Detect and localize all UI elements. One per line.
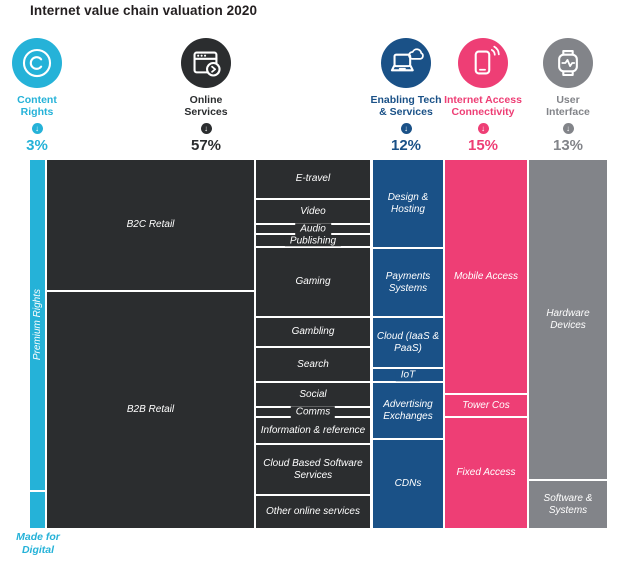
column-label: User Interface bbox=[546, 94, 590, 118]
segment-label: Cloud Based Software Services bbox=[263, 458, 363, 481]
header-internet-access: Internet Access Connectivity ↓ 15% bbox=[428, 38, 538, 154]
segment-tower-cos: Tower Cos bbox=[445, 395, 527, 416]
smartphone-icon bbox=[458, 38, 508, 88]
segment-social: Social bbox=[256, 383, 370, 406]
column-label-line1: Content bbox=[17, 94, 57, 106]
column-label-line1: User bbox=[556, 94, 580, 106]
segment-label: Premium Rights bbox=[31, 289, 43, 361]
header-content-rights: Content Rights ↓ 3% bbox=[0, 38, 92, 154]
column-label-line2: Connectivity bbox=[451, 106, 515, 118]
segment-label: Audio bbox=[295, 223, 331, 235]
down-arrow-icon: ↓ bbox=[200, 123, 212, 134]
segment-fixed-access: Fixed Access bbox=[445, 418, 527, 528]
segment-label: Cloud (IaaS & PaaS) bbox=[376, 331, 440, 354]
segment-label: IoT bbox=[395, 369, 421, 381]
segment-other-online-services: Other online services bbox=[256, 496, 370, 528]
segment-label: Hardware Devices bbox=[546, 308, 590, 331]
down-arrow-icon: ↓ bbox=[562, 123, 574, 134]
column-label: Internet Access Connectivity bbox=[444, 94, 522, 118]
segment-cloud-iaas-paas: Cloud (IaaS & PaaS) bbox=[373, 318, 443, 367]
segment-made-for-digital bbox=[30, 492, 45, 528]
segment-label: Video bbox=[300, 205, 326, 217]
smartwatch-icon bbox=[543, 38, 593, 88]
caption-line2: Digital bbox=[21, 543, 55, 556]
segment-audio: Audio bbox=[256, 223, 370, 235]
browser-icon bbox=[181, 38, 231, 88]
segment-publishing: Publishing bbox=[256, 234, 370, 247]
header-enabling-tech: Enabling Tech & Services ↓ 12% bbox=[351, 38, 461, 154]
segment-label: Mobile Access bbox=[453, 270, 519, 282]
segment-video: Video bbox=[256, 200, 370, 223]
segment-hardware-devices: Hardware Devices bbox=[529, 160, 607, 479]
segment-software-systems: Software & Systems bbox=[529, 481, 607, 528]
segment-comms: Comms bbox=[256, 406, 370, 418]
column-label: Online Services bbox=[184, 94, 227, 118]
percent-value: 12% bbox=[390, 137, 422, 154]
segment-label: Advertising Exchanges bbox=[383, 399, 433, 422]
segment-label: Comms bbox=[290, 406, 336, 418]
header-user-interface: User Interface ↓ 13% bbox=[513, 38, 622, 154]
segment-label: Social bbox=[299, 388, 327, 400]
column-enabling-tech: Design & Hosting Payments Systems Cloud … bbox=[373, 160, 443, 528]
column-online-services-retail: B2C Retail B2B Retail bbox=[47, 160, 254, 528]
segment-information-reference: Information & reference bbox=[256, 418, 370, 443]
segment-cdns: CDNs bbox=[373, 440, 443, 528]
percent-value: 13% bbox=[552, 137, 584, 154]
column-user-interface: Hardware Devices Software & Systems bbox=[529, 160, 607, 528]
down-arrow-icon: ↓ bbox=[31, 123, 43, 134]
segment-cloud-based-software: Cloud Based Software Services bbox=[256, 445, 370, 494]
header-online-services: Online Services ↓ 57% bbox=[151, 38, 261, 154]
column-label-line2: Rights bbox=[20, 106, 54, 118]
laptop-cloud-icon bbox=[381, 38, 431, 88]
segment-e-travel: E-travel bbox=[256, 160, 370, 198]
segment-label: Tower Cos bbox=[462, 399, 510, 411]
segment-design-hosting: Design & Hosting bbox=[373, 160, 443, 247]
segment-label: B2C Retail bbox=[126, 219, 175, 231]
column-label-line2: Services bbox=[184, 106, 228, 118]
caption-line1: Made for bbox=[16, 531, 60, 543]
segment-label: CDNs bbox=[394, 478, 422, 490]
segment-label: Gaming bbox=[295, 276, 331, 288]
percent-value: 57% bbox=[190, 137, 222, 154]
segment-mobile-access: Mobile Access bbox=[445, 160, 527, 393]
column-label-line1: Online bbox=[189, 94, 223, 106]
segment-premium-rights: Premium Rights bbox=[30, 160, 45, 490]
segment-label: Information & reference bbox=[260, 424, 366, 436]
segment-label: Publishing bbox=[284, 234, 342, 247]
column-label-line1: Enabling Tech bbox=[370, 94, 442, 106]
down-arrow-icon: ↓ bbox=[400, 123, 412, 134]
column-content-rights: Premium Rights bbox=[30, 160, 45, 528]
segment-search: Search bbox=[256, 348, 370, 381]
percent-value: 15% bbox=[467, 137, 499, 154]
segment-label: Fixed Access bbox=[456, 467, 516, 479]
copyright-icon bbox=[12, 38, 62, 88]
column-label-line2: & Services bbox=[379, 106, 433, 118]
segment-label: Search bbox=[297, 358, 329, 370]
column-online-services-verticals: E-travel Video Audio Publishing Gaming G… bbox=[256, 160, 370, 528]
column-label-line2: Interface bbox=[546, 106, 590, 118]
segment-advertising-exchanges: Advertising Exchanges bbox=[373, 383, 443, 438]
segment-gambling: Gambling bbox=[256, 318, 370, 346]
segment-label: Software & Systems bbox=[543, 493, 593, 516]
segment-label: Other online services bbox=[266, 506, 360, 518]
segment-iot: IoT bbox=[373, 369, 443, 381]
segment-payments-systems: Payments Systems bbox=[373, 249, 443, 316]
segment-label: B2B Retail bbox=[126, 404, 175, 416]
segment-label: Gambling bbox=[291, 326, 335, 338]
percent-value: 3% bbox=[26, 137, 48, 154]
segment-label: E-travel bbox=[295, 173, 331, 185]
down-arrow-icon: ↓ bbox=[477, 123, 489, 134]
segment-gaming: Gaming bbox=[256, 248, 370, 316]
segment-label: Payments Systems bbox=[385, 271, 431, 294]
made-for-digital-caption: Made for Digital bbox=[0, 531, 76, 556]
page-title: Internet value chain valuation 2020 bbox=[30, 3, 258, 18]
segment-label: Design & Hosting bbox=[387, 192, 429, 215]
segment-b2b-retail: B2B Retail bbox=[47, 292, 254, 528]
segment-b2c-retail: B2C Retail bbox=[47, 160, 254, 290]
column-internet-access: Mobile Access Tower Cos Fixed Access bbox=[445, 160, 527, 528]
column-label: Enabling Tech & Services bbox=[371, 94, 442, 118]
column-label-line1: Internet Access bbox=[444, 94, 522, 106]
column-label: Content Rights bbox=[17, 94, 57, 118]
